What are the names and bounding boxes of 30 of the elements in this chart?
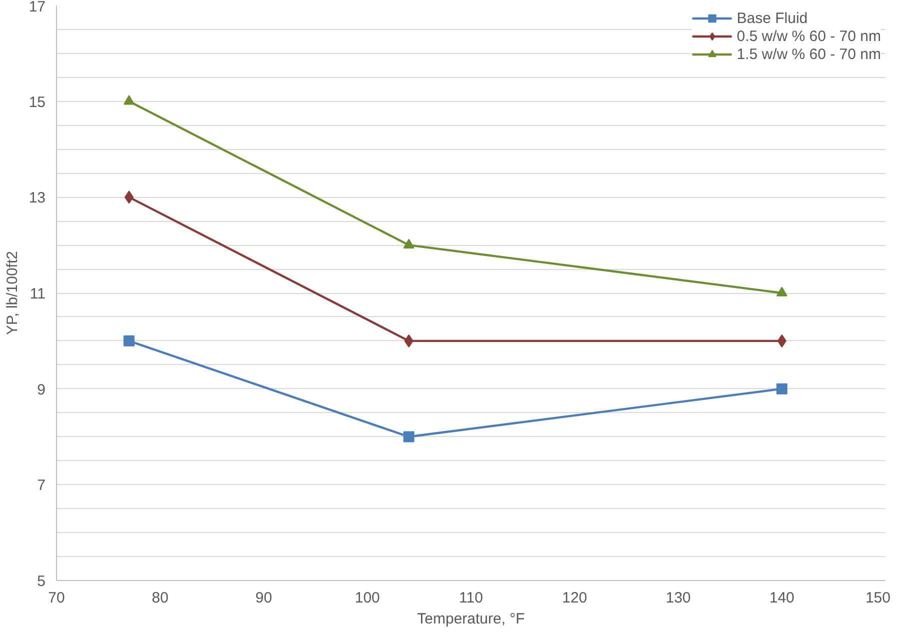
legend-label: Base Fluid xyxy=(736,9,808,27)
point xyxy=(403,431,414,442)
y-tick-label: 7 xyxy=(37,477,46,494)
y-tick-label: 15 xyxy=(28,94,46,111)
x-tick-label: 140 xyxy=(769,590,794,606)
y-tick-label: 5 xyxy=(37,573,46,590)
y-tick-label: 13 xyxy=(28,190,46,207)
point xyxy=(776,383,788,394)
point xyxy=(124,335,135,346)
x-tick-label: 120 xyxy=(562,590,588,606)
x-tick-label: 90 xyxy=(255,590,272,606)
y-tick-label: 11 xyxy=(30,286,46,302)
point xyxy=(776,286,788,296)
x-tick-label: 130 xyxy=(666,590,691,606)
y-tick-label: 9 xyxy=(37,381,46,398)
legend-label: 0.5 w/w % 60 - 70 nm xyxy=(736,27,881,45)
x-tick-label: 70 xyxy=(48,590,65,606)
x-tick-label: 110 xyxy=(459,590,483,606)
point xyxy=(777,334,786,348)
x-tick-label: 150 xyxy=(865,590,891,606)
point xyxy=(124,190,134,204)
point xyxy=(403,238,414,248)
x-tick-label: 100 xyxy=(354,590,380,606)
y-tick-label: 17 xyxy=(28,0,46,16)
x-tick-label: 80 xyxy=(152,590,168,606)
legend-label: 1.5 w/w % 60 - 70 nm xyxy=(736,45,881,63)
point xyxy=(404,334,414,348)
x-axis-title: Temperature, °F xyxy=(417,610,525,628)
y-axis-title: YP, lb/100ft2 xyxy=(4,251,21,335)
point xyxy=(124,95,135,105)
